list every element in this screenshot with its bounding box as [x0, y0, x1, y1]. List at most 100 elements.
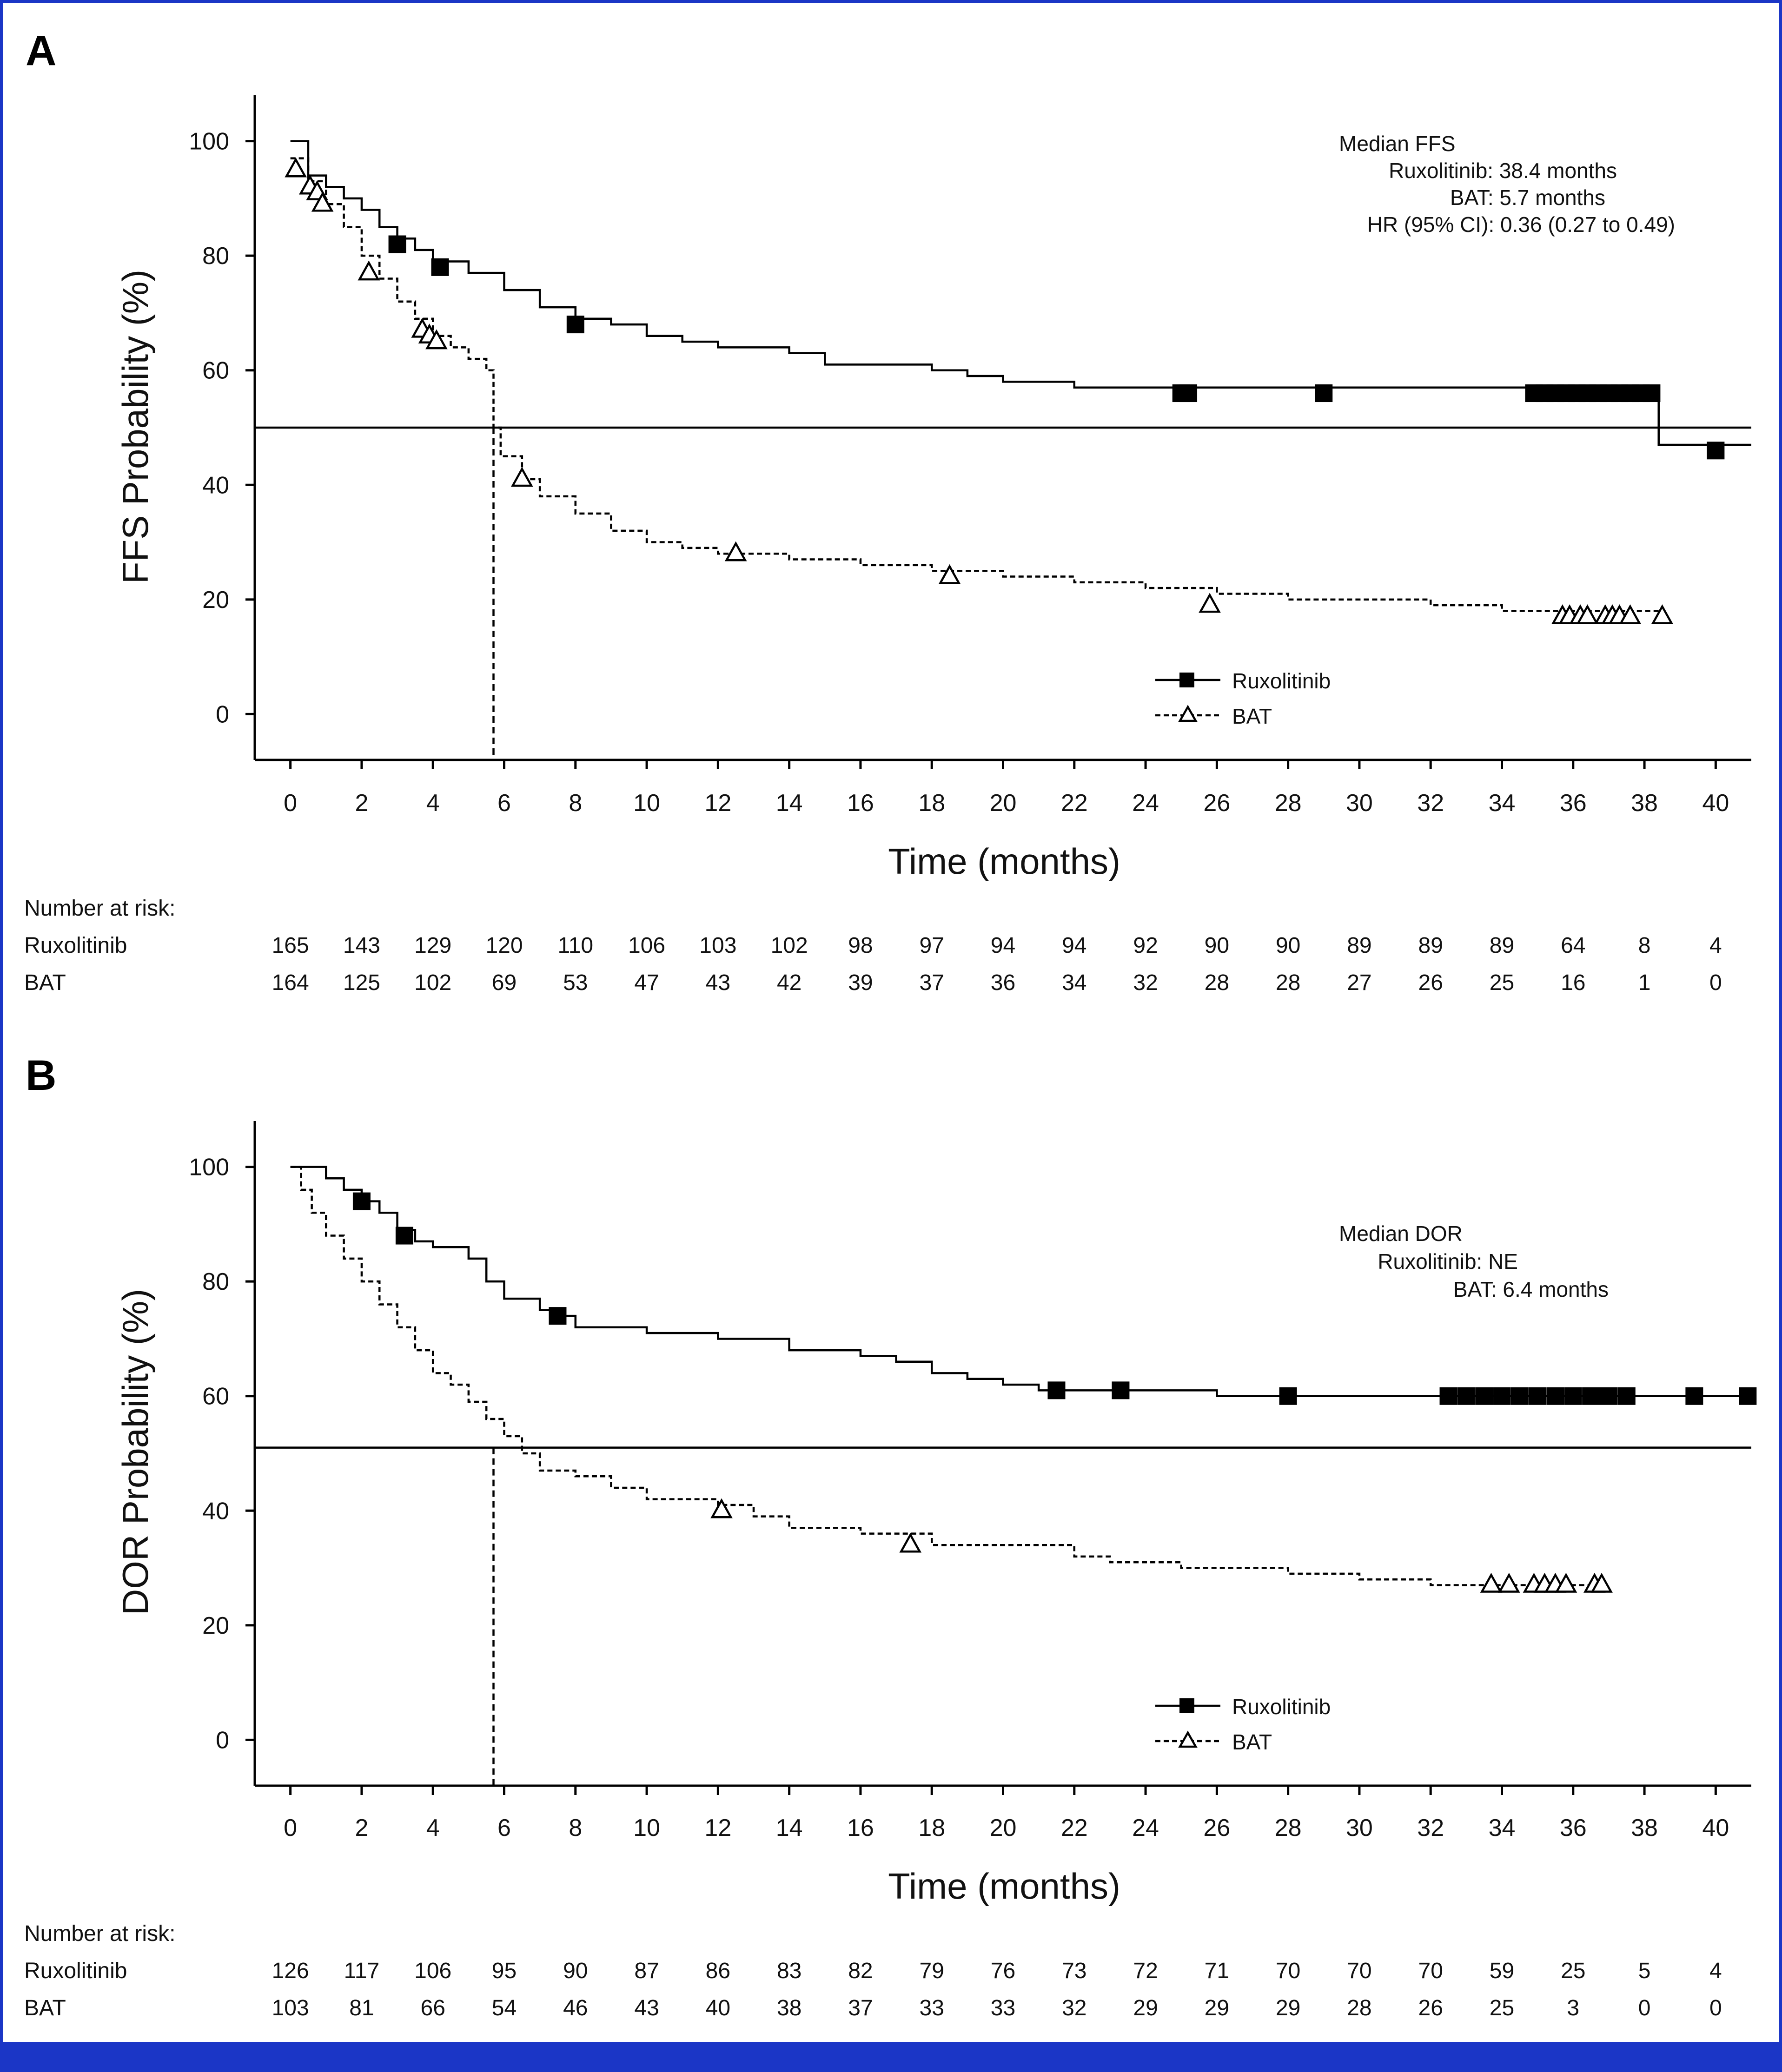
- panel-b-x-tick-label: 12: [704, 1815, 731, 1841]
- panel-a-risk-bat-value: 28: [1276, 970, 1300, 995]
- panel-a-bat-censor-mark: [311, 191, 334, 212]
- panel-b-risk-ruxolitinib-value: 106: [414, 1959, 451, 1983]
- panel-a-risk-header: Number at risk:: [24, 896, 175, 921]
- panel-b-risk-bat-value: 54: [492, 1996, 517, 2020]
- panel-a-annotation-line-1: Ruxolitinib: 38.4 months: [1389, 158, 1617, 183]
- panel-a-ruxolitinib-censor-mark: [1179, 384, 1198, 403]
- panel-b-legend-bat-marker: [1178, 1730, 1198, 1748]
- panel-b-risk-ruxolitinib-value: 59: [1490, 1959, 1514, 1983]
- panel-a-annotation-line-3: HR (95% CI): 0.36 (0.27 to 0.49): [1367, 212, 1675, 237]
- panel-b-risk-row-ruxolitinib-label: Ruxolitinib: [24, 1959, 127, 1983]
- panel-a-risk-row-ruxolitinib-label: Ruxolitinib: [24, 933, 127, 958]
- panel-b-bat-censor-mark: [899, 1532, 922, 1553]
- panel-a-risk-bat-value: 164: [272, 970, 309, 995]
- panel-a-ruxolitinib-censor-mark: [1315, 384, 1333, 403]
- panel-b-x-tick-label: 26: [1203, 1815, 1230, 1841]
- panel-b-risk-bat-value: 66: [421, 1996, 445, 2020]
- panel-a-legend-ruxolitinib-marker: [1179, 673, 1194, 687]
- panel-a-risk-ruxolitinib-value: 165: [272, 933, 309, 958]
- panel-a-x-tick-label: 14: [776, 790, 803, 817]
- panel-a-risk-bat-value: 43: [706, 970, 730, 995]
- panel-a-x-tick-label: 10: [633, 790, 660, 817]
- panel-b-risk-bat-value: 29: [1133, 1996, 1158, 2020]
- panel-b-x-tick-label: 16: [847, 1815, 874, 1841]
- panel-a-risk-ruxolitinib-value: 94: [991, 933, 1015, 958]
- panel-b-risk-bat-value: 33: [920, 1996, 944, 2020]
- bottom-color-bar: [0, 2042, 1782, 2072]
- panel-b-y-tick-label: 100: [189, 1154, 229, 1181]
- panel-b-risk-ruxolitinib-value: 5: [1638, 1959, 1651, 1983]
- panel-b-x-tick-label: 40: [1702, 1815, 1729, 1841]
- panel-a-ylabel: FFS Probability (%): [115, 270, 156, 584]
- panel-b-x-tick-label: 0: [284, 1815, 297, 1841]
- panel-b-annotation-line-2: BAT: 6.4 months: [1453, 1277, 1609, 1301]
- panel-b-y-tick-label: 40: [202, 1498, 229, 1524]
- panel-b-risk-ruxolitinib-value: 83: [777, 1959, 802, 1983]
- panel-b-ruxolitinib-censor-mark: [1582, 1387, 1600, 1405]
- panel-a-x-tick-label: 22: [1061, 790, 1088, 817]
- panel-b-x-tick-label: 34: [1489, 1815, 1516, 1841]
- panel-b-ruxolitinib-censor-mark: [1439, 1387, 1457, 1405]
- panel-b-risk-ruxolitinib-value: 72: [1133, 1959, 1158, 1983]
- panel-a-risk-ruxolitinib-value: 92: [1133, 933, 1158, 958]
- panel-a-ruxolitinib-censor-mark: [566, 316, 584, 334]
- panel-b-xlabel: Time (months): [888, 1866, 1120, 1907]
- panel-a-ruxolitinib-censor-mark: [1707, 442, 1725, 460]
- panel-a-legend-ruxolitinib-label: Ruxolitinib: [1232, 669, 1331, 693]
- panel-a-risk-row-bat-label: BAT: [24, 970, 66, 995]
- panel-b-risk-ruxolitinib-value: 25: [1561, 1959, 1585, 1983]
- panel-b-x-tick-label: 24: [1132, 1815, 1159, 1841]
- panel-b-risk-bat-value: 29: [1276, 1996, 1300, 2020]
- panel-b-legend-ruxolitinib-label: Ruxolitinib: [1232, 1695, 1331, 1719]
- panel-a-legend-bat-marker: [1178, 705, 1198, 722]
- panel-a-risk-bat-value: 1: [1638, 970, 1651, 995]
- panel-b-risk-header: Number at risk:: [24, 1921, 175, 1946]
- panel-b-risk-ruxolitinib-value: 79: [920, 1959, 944, 1983]
- panel-a-bat-censor-mark: [724, 541, 747, 561]
- panel-b-legend-bat-label: BAT: [1232, 1730, 1272, 1754]
- panel-b-risk-bat-value: 0: [1638, 1996, 1651, 2020]
- panel-a-risk-ruxolitinib-value: 8: [1638, 933, 1651, 958]
- panel-a-risk-ruxolitinib-value: 129: [414, 933, 451, 958]
- panel-a-x-tick-label: 12: [704, 790, 731, 817]
- panel-b-risk-ruxolitinib-value: 71: [1205, 1959, 1229, 1983]
- panel-a-x-tick-label: 20: [990, 790, 1017, 817]
- panel-a-risk-bat-value: 102: [414, 970, 451, 995]
- panel-a-x-tick-label: 6: [497, 790, 511, 817]
- panel-a-risk-bat-value: 16: [1561, 970, 1585, 995]
- panel-a-x-tick-label: 32: [1417, 790, 1444, 817]
- panel-b-risk-bat-value: 25: [1490, 1996, 1514, 2020]
- panel-b-risk-ruxolitinib-value: 87: [634, 1959, 659, 1983]
- panel-a-ruxolitinib-curve: [290, 140, 1751, 446]
- panel-b-risk-ruxolitinib-value: 126: [272, 1959, 309, 1983]
- panel-b-ruxolitinib-censor-mark: [1457, 1387, 1475, 1405]
- panel-b-risk-bat-value: 81: [349, 1996, 374, 2020]
- panel-a-risk-bat-value: 37: [920, 970, 944, 995]
- panel-b-risk-bat-value: 28: [1347, 1996, 1371, 2020]
- panel-a-risk-bat-value: 32: [1133, 970, 1158, 995]
- panel-a-annotation-title: Median FFS: [1339, 132, 1456, 156]
- panel-b-y-tick-label: 20: [202, 1612, 229, 1639]
- panel-a-x-tick-label: 2: [355, 790, 368, 817]
- panel-b-risk-ruxolitinib-value: 70: [1418, 1959, 1443, 1983]
- panel-b-ruxolitinib-censor-mark: [1685, 1387, 1703, 1405]
- panel-b-risk-bat-value: 3: [1567, 1996, 1579, 2020]
- panel-a-xlabel: Time (months): [888, 841, 1120, 882]
- panel-a-risk-ruxolitinib-value: 4: [1709, 933, 1722, 958]
- panel-a-annotation-line-2: BAT: 5.7 months: [1450, 185, 1605, 210]
- panel-a-x-tick-label: 36: [1560, 790, 1587, 817]
- panel-b-ruxolitinib-censor-mark: [549, 1307, 567, 1325]
- panel-a-y-tick-label: 80: [202, 243, 229, 270]
- panel-a-bat-censor-mark: [358, 260, 380, 281]
- panel-a-x-tick-label: 26: [1203, 790, 1230, 817]
- panel-a-risk-ruxolitinib-value: 64: [1561, 933, 1585, 958]
- panel-b-x-tick-label: 32: [1417, 1815, 1444, 1841]
- panel-b-legend-ruxolitinib-marker: [1179, 1698, 1194, 1713]
- panel-a-label: A: [26, 27, 56, 74]
- panel-a-risk-bat-value: 42: [777, 970, 802, 995]
- panel-a-y-tick-label: 60: [202, 357, 229, 384]
- panel-b-bat-censor-mark: [1498, 1572, 1520, 1593]
- panel-b-bat-censor-mark: [1555, 1572, 1577, 1593]
- panel-b-x-tick-label: 36: [1560, 1815, 1587, 1841]
